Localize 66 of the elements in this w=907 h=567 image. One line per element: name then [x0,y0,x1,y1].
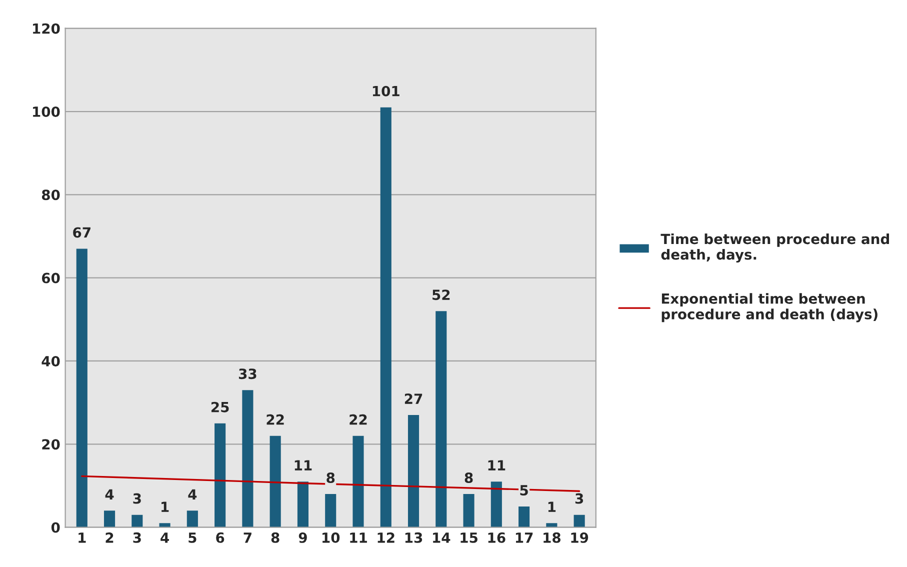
data-label: 33 [238,368,256,380]
y-tick-label: 20 [42,439,60,450]
bar [518,506,530,528]
y-tick-label: 120 [33,23,60,34]
bar [214,423,226,528]
y-tick-label: 40 [42,356,60,366]
y-tick-label: 0 [51,522,60,533]
bar [242,390,254,528]
bar [270,436,281,528]
data-label: 22 [266,414,284,425]
x-tick-label: 15 [460,532,478,543]
bar [574,514,585,528]
data-label: 5 [520,485,528,496]
bar [104,510,116,528]
y-tick-label: 100 [33,106,60,117]
data-label: 101 [372,86,400,96]
y-tick-label: 80 [42,190,60,200]
data-label: 3 [133,493,141,504]
x-tick-label: 4 [160,532,169,543]
data-label: 11 [488,460,506,470]
y-tick-label: 60 [42,272,60,284]
data-label: 11 [294,460,312,470]
x-tick-label: 11 [350,532,367,543]
bar [546,523,558,528]
legend-label: Exponential time between procedure and death (days) [662,293,878,322]
data-label: 8 [326,472,335,484]
x-tick-label: 1 [78,532,86,543]
bar [325,494,336,528]
bar [352,436,364,528]
bar [186,510,198,528]
data-label: 22 [350,414,367,425]
data-label: 52 [432,290,450,300]
data-label: 8 [464,472,473,484]
x-tick-label: 14 [433,532,450,543]
x-tick-label: 12 [378,532,394,543]
data-label: 4 [188,489,197,500]
x-tick-label: 16 [488,532,506,543]
bar [408,415,420,528]
data-label: 25 [211,402,229,412]
bar [490,482,502,528]
bar [297,482,308,528]
legend-label: Time between procedure and death, days. [660,233,889,263]
x-tick-label: 9 [298,532,307,543]
bar [159,523,170,528]
data-label: 27 [404,394,422,404]
data-label: 4 [105,489,114,500]
data-label: 1 [548,502,556,512]
x-tick-label: 7 [244,532,252,543]
x-tick-label: 13 [405,532,422,543]
x-tick-label: 6 [216,532,224,543]
x-tick-label: 2 [106,532,114,543]
x-tick-label: 5 [188,532,196,543]
x-tick-label: 17 [516,532,533,543]
x-tick-label: 19 [571,532,588,543]
data-label: 67 [73,227,90,238]
bar [132,514,143,528]
data-label: 3 [575,493,584,504]
x-tick-label: 8 [271,532,280,543]
x-tick-label: 3 [133,532,141,543]
bar [436,311,447,528]
x-tick-label: 18 [544,532,560,543]
bar [380,107,392,528]
data-label: 1 [162,502,169,512]
bar [76,248,88,528]
x-tick-label: 10 [322,532,340,543]
bar [463,494,474,528]
